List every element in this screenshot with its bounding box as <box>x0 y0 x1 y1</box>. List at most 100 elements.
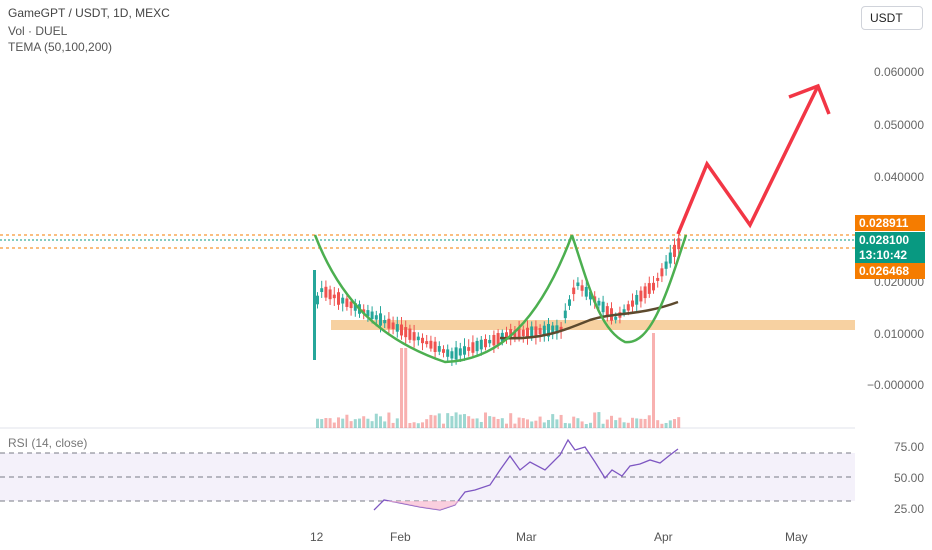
low-price-tag: 0.026468 <box>855 263 925 279</box>
time-tick: Mar <box>516 530 537 544</box>
volume-bar <box>622 422 626 428</box>
volume-bar <box>479 421 483 428</box>
candle-body <box>395 324 399 332</box>
candle-body <box>547 323 550 337</box>
candle-body <box>584 287 588 297</box>
cup-pattern <box>313 234 574 364</box>
candle-body <box>379 313 382 326</box>
volume-bar <box>454 412 458 428</box>
volume-bar <box>568 423 571 428</box>
volume-bar <box>597 412 601 428</box>
candle-body <box>345 298 349 307</box>
candle-body <box>370 311 374 320</box>
candle-body <box>408 328 412 340</box>
volume-bar <box>635 418 639 428</box>
volume-bar <box>538 416 542 428</box>
price-tick: 0.060000 <box>873 65 924 79</box>
volume-bar <box>668 420 672 428</box>
rsi-oversold-fill <box>384 501 460 510</box>
candle-body <box>437 346 441 352</box>
candle-body <box>337 292 340 305</box>
candle-body <box>387 318 391 329</box>
volume-bar <box>416 423 420 428</box>
volume-bar <box>391 422 395 428</box>
volume-bar <box>463 414 466 428</box>
candle-body <box>559 326 563 332</box>
volume-bar <box>442 423 445 428</box>
volume-bar <box>664 422 668 428</box>
candle-body <box>505 332 508 340</box>
time-tick: Apr <box>654 530 673 544</box>
volume-bar <box>366 418 370 428</box>
price-tick: 0.050000 <box>873 118 924 132</box>
volume-bar <box>437 413 441 428</box>
volume-bar <box>547 419 550 428</box>
volume-bar <box>656 420 660 428</box>
candle-body <box>652 282 655 291</box>
volume-bar <box>475 418 479 428</box>
candle-body <box>513 330 517 338</box>
volume-bar <box>429 414 433 428</box>
volume-bar <box>471 418 475 428</box>
volume-bar <box>400 348 403 428</box>
candle-body <box>458 348 462 356</box>
rsi-tick: 25.00 <box>893 502 924 516</box>
volume-bar <box>387 412 391 428</box>
candle-body <box>568 299 571 306</box>
candle-body <box>521 329 525 337</box>
candle-body <box>635 294 639 305</box>
candle-body <box>555 325 559 334</box>
volume-bar <box>484 412 487 428</box>
volume-bar <box>593 412 597 428</box>
rsi-tick: 75.00 <box>893 440 924 454</box>
candle-body <box>425 341 429 345</box>
volume-bar <box>542 422 546 428</box>
candle-body <box>412 332 416 341</box>
candle-body <box>631 300 634 307</box>
volume-bar <box>626 422 630 428</box>
volume-bar <box>488 416 492 428</box>
candle-body <box>484 338 487 348</box>
volume-bar <box>345 414 349 428</box>
volume-bar <box>652 333 655 428</box>
volume-bar <box>559 414 563 428</box>
candle-body <box>576 282 580 287</box>
candle-body <box>479 339 483 350</box>
volume-bar <box>618 417 622 428</box>
volume-bar <box>446 413 450 428</box>
price-tick: −0.000000 <box>866 378 924 392</box>
candle-body <box>400 324 403 336</box>
volume-bar <box>425 419 429 428</box>
candle-body <box>324 286 328 298</box>
support-zone <box>331 320 855 330</box>
candle-body <box>446 349 450 357</box>
candle-body <box>429 340 433 349</box>
volume-bar <box>320 419 324 428</box>
candle-body <box>475 340 479 352</box>
tema-legend: TEMA (50,100,200) <box>8 40 113 54</box>
candle-body <box>454 347 458 360</box>
volume-bar <box>374 413 378 428</box>
candle-body <box>534 326 538 337</box>
projection-arrow <box>676 85 820 235</box>
candle-body <box>366 310 370 317</box>
volume-bar <box>580 421 584 428</box>
countdown-tag: 13:10:42 <box>855 247 925 263</box>
volume-bar <box>395 418 399 428</box>
candle-body <box>488 339 492 344</box>
currency-button[interactable]: USDT <box>861 6 923 30</box>
candle-body <box>622 309 626 314</box>
candle-body <box>471 342 475 353</box>
volume-bar <box>509 413 513 428</box>
rsi-legend: RSI (14, close) <box>8 436 88 450</box>
candle-body <box>572 287 576 295</box>
candle-body <box>660 268 664 277</box>
volume-bar <box>458 414 462 428</box>
candle-body <box>517 328 521 339</box>
volume-bar <box>412 422 416 428</box>
candle-body <box>313 270 316 360</box>
volume-bar <box>358 418 361 428</box>
volume-bar <box>526 419 529 428</box>
volume-bar <box>572 416 576 428</box>
